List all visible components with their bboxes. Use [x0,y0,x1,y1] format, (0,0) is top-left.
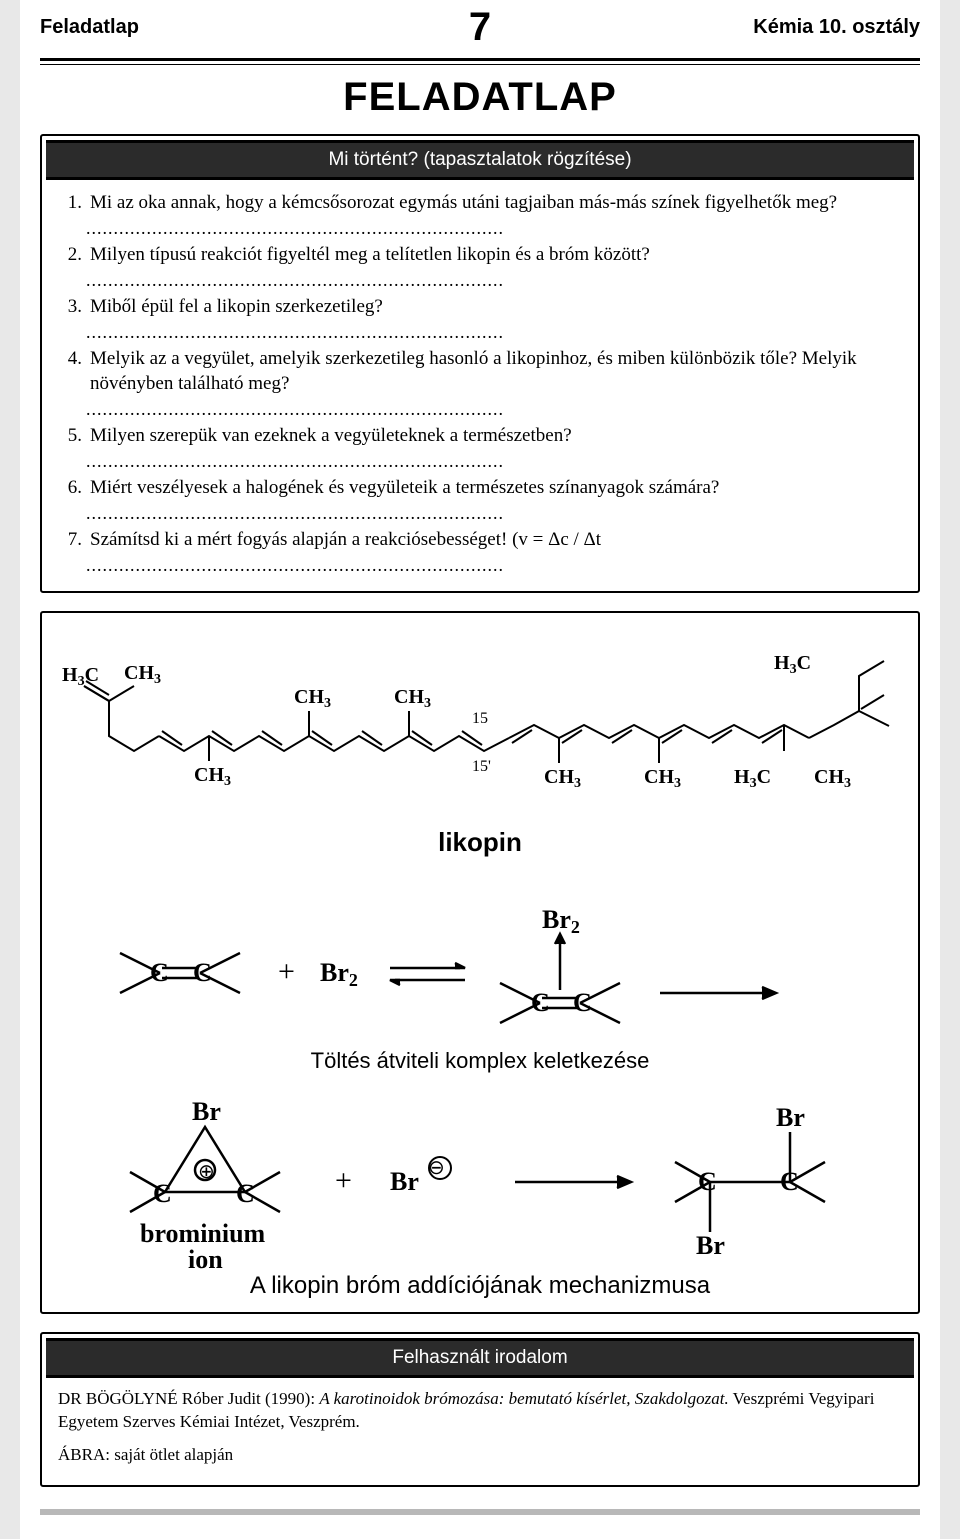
svg-text:CH3: CH3 [544,766,581,791]
svg-text:C: C [236,1179,255,1208]
svg-text:15': 15' [472,758,491,775]
page-number: 7 [469,5,491,50]
svg-text:C: C [150,958,169,987]
answer-dots: ........................................… [86,320,900,344]
question-text: Milyen szerepük van ezeknek a vegyületek… [90,423,904,449]
svg-text:15: 15 [472,710,488,727]
mechanism-step2: Br C C ⊕ + Br ⊖ C C Br Br brominium ion [70,1092,890,1272]
question-number: 6. [56,475,90,501]
answer-dots: ........................................… [86,268,900,292]
question-row: 5.Milyen szerepük van ezeknek a vegyület… [56,423,904,449]
figure-box: H3C CH3 CH3 CH3 CH3 CH3 CH3 H3C CH3 H3C … [40,611,920,1314]
svg-text:CH3: CH3 [814,766,851,791]
svg-text:CH3: CH3 [194,764,231,789]
svg-text:⊖: ⊖ [428,1157,445,1179]
lycopene-structure: H3C CH3 CH3 CH3 CH3 CH3 CH3 H3C CH3 H3C … [54,631,924,821]
question-number: 7. [56,527,90,553]
section-title-bar: Mi történt? (tapasztalatok rögzítése) [46,140,914,180]
svg-text:CH3: CH3 [124,662,161,687]
question-row: 2.Milyen típusú reakciót figyeltél meg a… [56,242,904,268]
reference-1: DR BÖGÖLYNÉ Róber Judit (1990): A karoti… [58,1388,902,1434]
question-row: 6.Miért veszélyesek a halogének és vegyü… [56,475,904,501]
svg-text:Br2: Br2 [320,958,358,990]
svg-text:H3C: H3C [62,664,99,689]
svg-text:H3C: H3C [734,766,771,791]
svg-text:C: C [698,1167,717,1196]
svg-text:⊕: ⊕ [198,1161,215,1183]
svg-text:CH3: CH3 [294,686,331,711]
question-row: 4.Melyik az a vegyület, amelyik szerkeze… [56,346,904,397]
svg-text:CH3: CH3 [644,766,681,791]
questions-box: Mi történt? (tapasztalatok rögzítése) 1.… [40,134,920,593]
answer-dots: ........................................… [86,216,900,240]
svg-text:+: + [278,955,295,988]
ref1-author: DR BÖGÖLYNÉ Róber Judit (1990): [58,1389,319,1408]
header-left: Feladatlap [40,12,139,39]
svg-text:CH3: CH3 [394,686,431,711]
ref1-title: A karotinoidok brómozása: bemutató kísér… [319,1389,728,1408]
answer-dots: ........................................… [86,449,900,473]
question-text: Miből épül fel a likopin szerkezetileg? [90,294,904,320]
question-row: 7.Számítsd ki a mért fogyás alapján a re… [56,527,904,553]
svg-text:C: C [531,988,550,1017]
question-text: Miért veszélyesek a halogének és vegyüle… [90,475,904,501]
references-title-bar: Felhasznált irodalom [46,1338,914,1378]
svg-text:C: C [193,958,212,987]
svg-text:C: C [153,1179,172,1208]
mechanism-caption-1: Töltés átviteli komplex keletkezése [54,1048,906,1074]
svg-text:brominium: brominium [140,1219,266,1248]
question-text: Számítsd ki a mért fogyás alapján a reak… [90,527,904,553]
footer-rule [40,1509,920,1515]
svg-text:Br: Br [776,1103,805,1132]
svg-text:Br: Br [192,1097,221,1126]
svg-text:H3C: H3C [774,652,811,677]
question-text: Melyik az a vegyület, amelyik szerkezeti… [90,346,904,397]
references-box: Felhasznált irodalom DR BÖGÖLYNÉ Róber J… [40,1332,920,1487]
svg-text:+: + [335,1164,352,1197]
mechanism-step1: C C + Br2 C C Br2 [90,898,870,1048]
question-number: 4. [56,346,90,372]
svg-text:ion: ion [188,1245,223,1272]
reference-2: ÁBRA: saját ötlet alapján [58,1444,902,1467]
question-row: 3.Miből épül fel a likopin szerkezetileg… [56,294,904,320]
answer-dots: ........................................… [86,553,900,577]
svg-text:C: C [573,988,592,1017]
answer-dots: ........................................… [86,501,900,525]
svg-text:Br: Br [696,1231,725,1260]
question-text: Milyen típusú reakciót figyeltél meg a t… [90,242,904,268]
question-row: 1.Mi az oka annak, hogy a kémcsősorozat … [56,190,904,216]
header-right: Kémia 10. osztály [753,12,920,39]
lycopene-caption: likopin [54,827,906,858]
question-number: 3. [56,294,90,320]
question-number: 2. [56,242,90,268]
answer-dots: ........................................… [86,397,900,421]
question-number: 5. [56,423,90,449]
page-title: FELADATLAP [40,75,920,120]
question-number: 1. [56,190,90,216]
header-rule [40,58,920,65]
svg-text:Br: Br [390,1167,419,1196]
question-text: Mi az oka annak, hogy a kémcsősorozat eg… [90,190,904,216]
mechanism-caption-2: A likopin bróm addíciójának mechanizmusa [54,1272,906,1300]
svg-text:Br2: Br2 [542,905,580,937]
svg-text:C: C [780,1167,799,1196]
